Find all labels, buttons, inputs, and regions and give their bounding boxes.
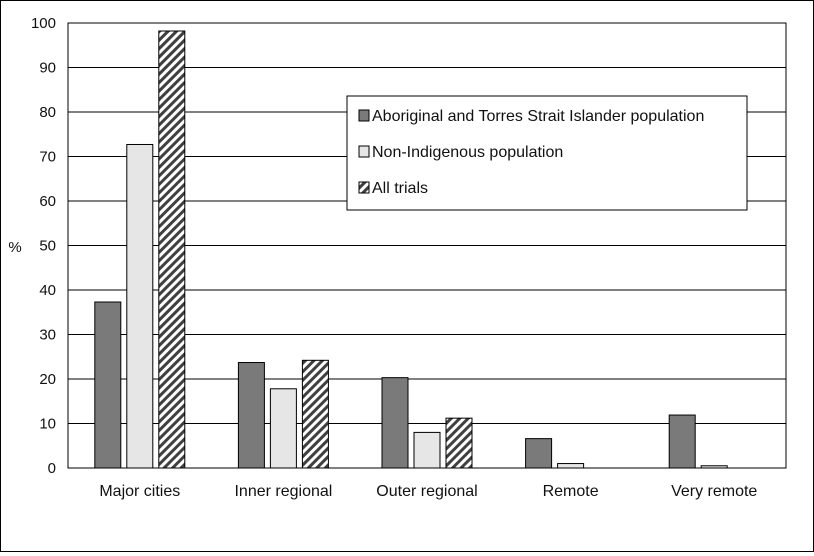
y-tick-label: 80 bbox=[39, 104, 56, 121]
y-tick-label: 30 bbox=[39, 327, 56, 344]
bar-series-2-outer-regional bbox=[445, 417, 473, 469]
y-tick-label: 100 bbox=[31, 15, 56, 32]
legend: Aboriginal and Torres Strait Islander po… bbox=[346, 95, 748, 211]
legend-entry-label: All trials bbox=[372, 180, 428, 197]
bar-series-0-very-remote bbox=[668, 414, 696, 469]
bar-series-2-inner-regional bbox=[301, 359, 329, 469]
x-category-label: Very remote bbox=[671, 483, 757, 500]
y-tick-label: 0 bbox=[48, 460, 56, 477]
legend-swatch bbox=[358, 109, 370, 122]
y-tick-label: 50 bbox=[39, 238, 56, 255]
legend-box bbox=[346, 95, 748, 211]
legend-swatch bbox=[358, 181, 370, 194]
bar-series-1-remote bbox=[557, 463, 585, 469]
bar-series-1-inner-regional bbox=[269, 388, 297, 469]
y-axis-label: % bbox=[8, 239, 21, 256]
x-category-label: Major cities bbox=[99, 483, 180, 500]
bar-series-0-remote bbox=[525, 438, 553, 469]
axes: 0 10 20 30 40 50 60 70 80 90 100 Major cities Inner … bbox=[31, 15, 787, 500]
bar-series-0-outer-regional bbox=[381, 377, 409, 469]
plot-area-border bbox=[67, 22, 787, 469]
y-tick-label: 70 bbox=[39, 149, 56, 166]
bar-series-0-major-cities bbox=[94, 301, 122, 469]
bar-series-1-outer-regional bbox=[413, 431, 441, 469]
y-tick-label: 60 bbox=[39, 193, 56, 210]
bar-series-0-inner-regional bbox=[237, 362, 265, 469]
legend-entry-label: Aboriginal and Torres Strait Islander po… bbox=[372, 108, 704, 125]
y-tick-label: 10 bbox=[39, 416, 56, 433]
x-category-label: Inner regional bbox=[234, 483, 332, 500]
x-category-label: Outer regional bbox=[376, 483, 477, 500]
bar-series-1-major-cities bbox=[126, 143, 154, 469]
y-tick-label: 40 bbox=[39, 282, 56, 299]
y-tick-label: 90 bbox=[39, 60, 56, 77]
x-category-label: Remote bbox=[543, 483, 599, 500]
legend-swatch bbox=[358, 145, 370, 158]
legend-entry-label: Non-Indigenous population bbox=[372, 144, 563, 161]
y-tick-label: 20 bbox=[39, 371, 56, 388]
bar-series-2-major-cities bbox=[158, 30, 186, 469]
